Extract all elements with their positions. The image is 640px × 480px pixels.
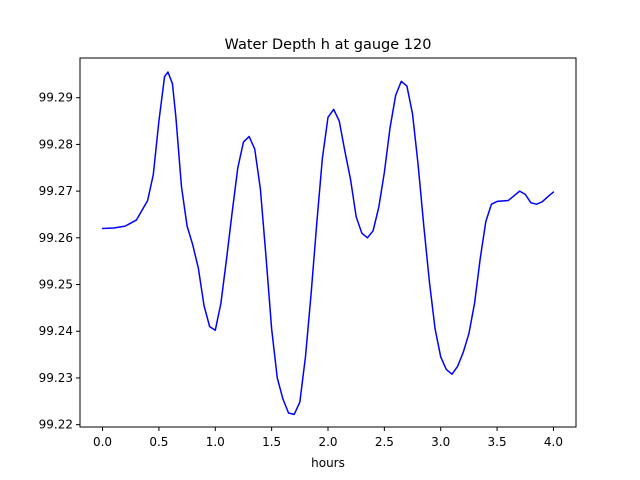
axis-layer: 0.0 0.5 1.0 1.5 2.0 2.5 3.0 3.5 4.0 99.22 99.23 99.… — [39, 91, 563, 449]
x-axis-label: hours — [311, 456, 345, 470]
x-tick-label: 1.5 — [262, 435, 281, 449]
plot-frame — [79, 57, 577, 428]
chart-title: Water Depth h at gauge 120 — [225, 37, 432, 53]
x-tick-label: 3.5 — [488, 435, 507, 449]
series-layer — [101, 71, 555, 416]
x-tick-label: 0.5 — [149, 435, 168, 449]
plot-area — [79, 57, 577, 428]
y-tick-label: 99.29 — [39, 91, 73, 105]
y-tick-label: 99.28 — [39, 137, 73, 151]
x-tick-label: 3.0 — [431, 435, 450, 449]
y-tick-label: 99.25 — [39, 278, 73, 292]
y-tick-label: 99.26 — [39, 231, 73, 245]
y-tick-label: 99.27 — [39, 184, 73, 198]
x-tick-label: 0.0 — [93, 435, 112, 449]
y-tick-label: 99.22 — [39, 418, 73, 432]
x-tick-label: 2.0 — [318, 435, 337, 449]
y-tick-label: 99.24 — [39, 324, 73, 338]
x-tick-label: 2.5 — [375, 435, 394, 449]
series-line-0 — [101, 71, 555, 416]
x-tick-label: 1.0 — [206, 435, 225, 449]
y-tick-label: 99.23 — [39, 371, 73, 385]
x-tick-label: 4.0 — [544, 435, 563, 449]
